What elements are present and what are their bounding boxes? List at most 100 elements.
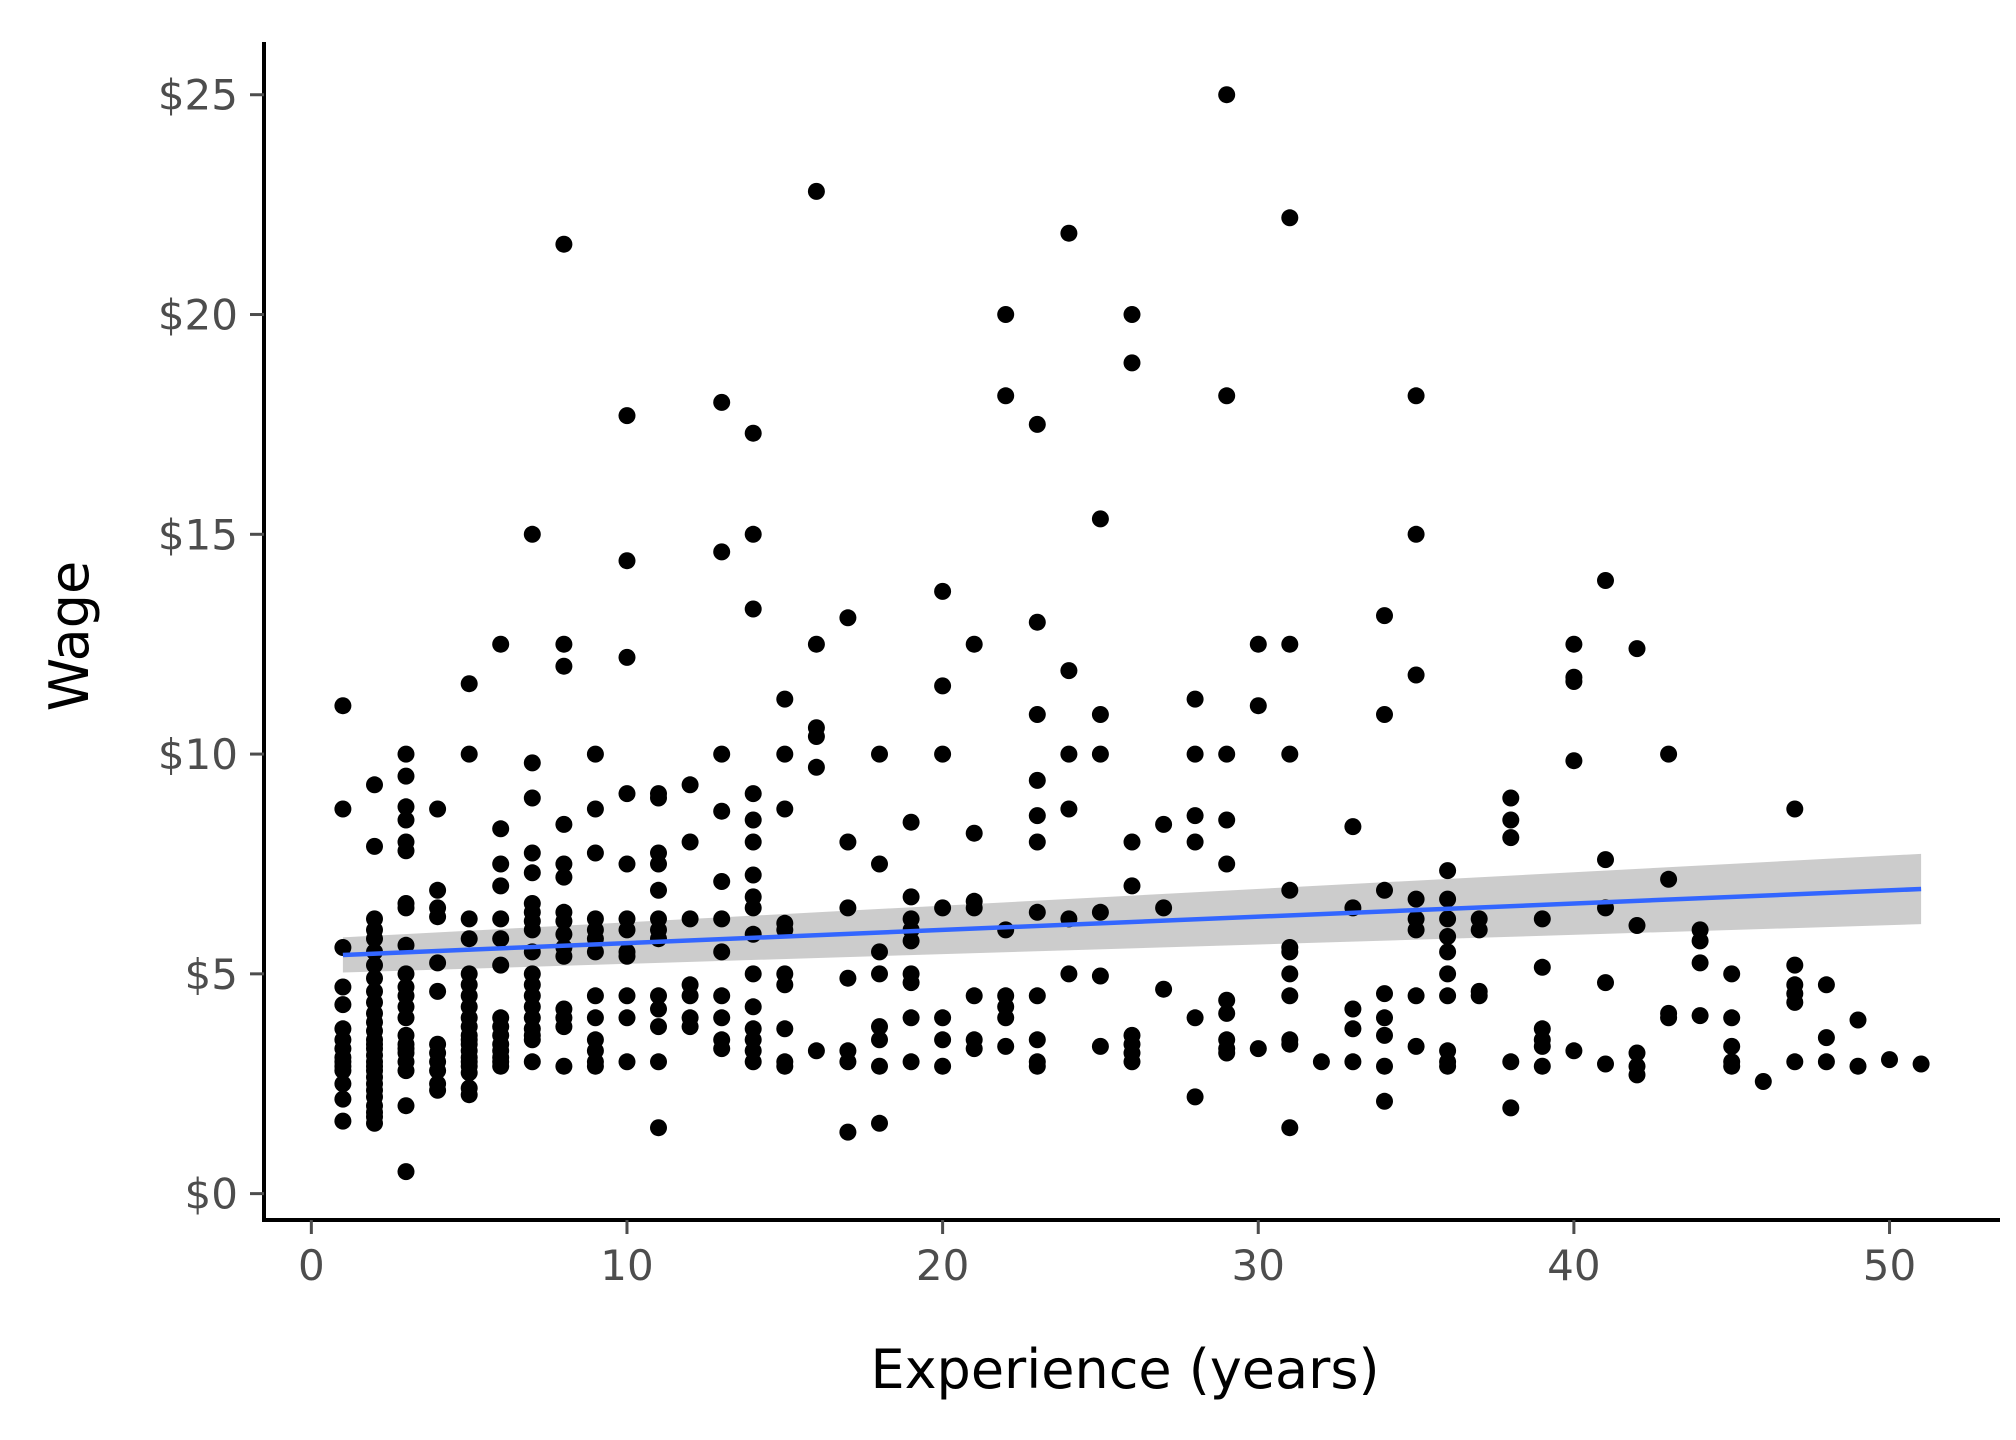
data-point <box>1312 1053 1330 1071</box>
data-point <box>744 1053 762 1071</box>
data-point <box>997 1009 1015 1027</box>
data-point <box>555 635 573 653</box>
data-point <box>397 1009 415 1027</box>
data-point <box>744 811 762 829</box>
data-point <box>555 1057 573 1075</box>
data-point <box>1660 745 1678 763</box>
data-point <box>1691 1007 1709 1025</box>
data-point <box>1218 1004 1236 1022</box>
data-point <box>1786 800 1804 818</box>
data-point <box>492 820 510 838</box>
data-point <box>523 525 541 543</box>
data-point <box>618 1053 636 1071</box>
data-point <box>1281 745 1299 763</box>
data-point <box>650 881 667 899</box>
data-point <box>555 657 573 675</box>
data-point <box>1565 673 1583 690</box>
data-point <box>492 1057 510 1075</box>
data-point <box>1060 800 1078 818</box>
data-point <box>1060 745 1078 763</box>
data-point <box>586 1057 604 1075</box>
data-point <box>965 1040 983 1058</box>
data-point <box>713 987 731 1005</box>
data-point <box>1091 745 1109 763</box>
data-point <box>1470 987 1488 1005</box>
data-point <box>1407 1037 1425 1055</box>
data-point <box>492 910 510 928</box>
data-point <box>1628 1066 1646 1084</box>
x-tick-label: 20 <box>916 1241 969 1290</box>
data-point <box>1028 903 1046 921</box>
data-point <box>776 800 794 818</box>
data-point <box>334 996 352 1014</box>
data-point <box>523 921 541 939</box>
data-point <box>1281 1119 1299 1137</box>
data-point <box>1597 851 1614 869</box>
data-point <box>523 789 541 807</box>
data-point <box>807 758 825 776</box>
data-point <box>1849 1057 1867 1075</box>
data-point <box>1249 635 1267 653</box>
data-point <box>1723 1057 1741 1075</box>
data-point <box>839 969 857 987</box>
data-point <box>555 868 573 886</box>
data-point <box>1439 862 1457 880</box>
data-point <box>1281 881 1299 899</box>
data-point <box>555 925 573 943</box>
data-point <box>586 943 604 961</box>
data-point <box>555 912 573 930</box>
data-point <box>1123 306 1141 323</box>
data-point <box>776 976 794 994</box>
data-point <box>397 811 415 829</box>
y-tick-label: $15 <box>158 510 238 559</box>
data-point <box>1786 956 1804 974</box>
data-point <box>1597 1055 1614 1073</box>
data-point <box>902 932 920 950</box>
data-point <box>807 182 825 200</box>
x-tick-label: 40 <box>1547 1241 1600 1290</box>
data-point <box>429 881 447 899</box>
data-point <box>586 800 604 818</box>
data-point <box>650 789 667 807</box>
data-point <box>1439 943 1457 961</box>
data-point <box>871 1031 888 1049</box>
data-point <box>1028 807 1046 825</box>
data-point <box>902 1009 920 1027</box>
data-point <box>1660 1009 1678 1027</box>
data-point <box>997 1037 1015 1055</box>
data-point <box>1407 666 1425 684</box>
data-point <box>1186 690 1204 708</box>
data-point <box>1186 1009 1204 1027</box>
data-point <box>871 1018 888 1036</box>
axes: 0 10 20 30 40 50 $0 $5 $10 $15 $20 $25 <box>158 42 2000 1290</box>
data-point <box>460 930 478 948</box>
data-point <box>397 767 415 785</box>
data-point <box>744 998 762 1016</box>
data-point <box>1249 697 1267 715</box>
data-point <box>713 873 731 890</box>
data-point <box>965 824 983 842</box>
data-point <box>334 1075 352 1093</box>
data-point <box>1344 1000 1362 1018</box>
data-point <box>618 1009 636 1027</box>
data-point <box>744 965 762 983</box>
confidence-band-layer <box>342 853 1922 973</box>
data-point <box>334 1112 352 1130</box>
data-points <box>334 86 1930 1181</box>
data-point <box>744 866 762 884</box>
data-point <box>1376 985 1393 1003</box>
data-point <box>871 855 888 873</box>
y-tick-label: $10 <box>158 730 238 779</box>
data-point <box>555 235 573 253</box>
data-point <box>713 910 731 928</box>
data-point <box>997 387 1015 405</box>
data-point <box>650 1018 667 1036</box>
data-point <box>713 543 731 561</box>
data-point <box>1407 987 1425 1005</box>
data-point <box>807 728 825 745</box>
data-point <box>1028 771 1046 789</box>
data-point <box>1565 752 1583 770</box>
data-point <box>1723 1037 1741 1055</box>
x-tick-label: 50 <box>1863 1241 1916 1290</box>
data-point <box>1849 1011 1867 1029</box>
